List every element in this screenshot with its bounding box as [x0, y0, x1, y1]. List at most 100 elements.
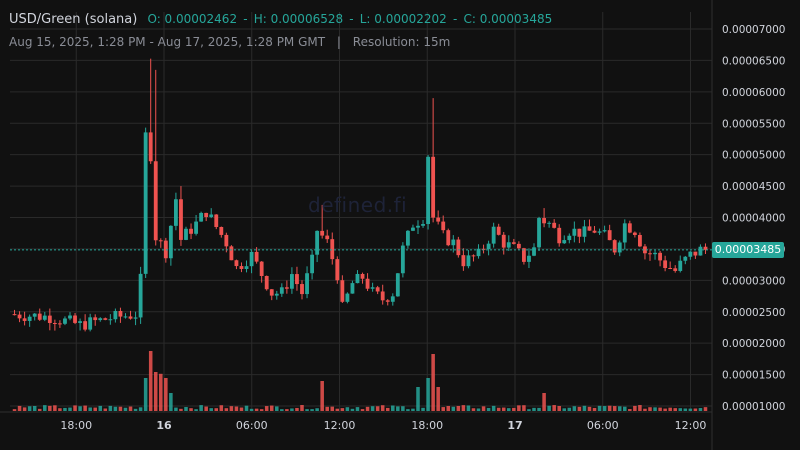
candle-body — [385, 300, 390, 302]
volume-bar — [224, 408, 229, 411]
candle-body — [693, 251, 698, 256]
candle-body — [557, 227, 562, 244]
volume-bar — [118, 406, 123, 411]
candle-body — [456, 239, 461, 256]
date-range: Aug 15, 2025, 1:28 PM - Aug 17, 2025, 1:… — [9, 35, 326, 49]
candle-body — [300, 284, 304, 295]
candle-body — [441, 221, 446, 231]
candle-body — [521, 248, 526, 262]
candle-body — [592, 230, 597, 233]
volume-bar — [380, 405, 385, 411]
candle-body — [552, 222, 557, 228]
volume-bar — [401, 406, 405, 411]
volume-bar — [648, 407, 652, 411]
candle-body — [481, 248, 486, 250]
candle-body — [274, 293, 279, 296]
volume-bar — [426, 378, 430, 411]
volume-bar — [345, 407, 350, 411]
divider: | — [336, 35, 341, 49]
candle-body — [501, 234, 506, 248]
volume-bar — [703, 407, 708, 411]
volume-bar — [612, 406, 617, 411]
price-axis[interactable]: 0.00007000 0.00006500 0.00006000 0.00005500… — [722, 24, 785, 413]
x-tick-label: 18:00 — [60, 419, 92, 432]
candle-body — [27, 316, 32, 321]
candle-body — [643, 246, 647, 254]
candle-body — [375, 287, 380, 292]
ohlc-high: H: 0.00006528 — [253, 12, 344, 26]
volume-bar — [557, 406, 561, 411]
candle-body — [486, 243, 491, 250]
volume-bar — [456, 405, 461, 411]
volume-bar — [68, 407, 72, 411]
volume-bar — [481, 406, 486, 411]
candle-body — [400, 245, 405, 274]
candle-body — [88, 317, 93, 330]
volume-bar — [93, 407, 97, 411]
volume-bar — [280, 409, 284, 411]
volume-bar — [517, 405, 521, 411]
volume-bar — [633, 405, 637, 411]
candle-body — [355, 273, 360, 284]
volume-bar — [295, 407, 299, 411]
volume-bar — [355, 407, 360, 411]
candle-body — [194, 221, 199, 234]
volume-bar — [73, 405, 77, 411]
ohlc-open: O: 0.00002462 — [147, 12, 238, 26]
volume-bar — [194, 409, 198, 411]
candle-body — [537, 218, 541, 248]
volume-bar — [133, 408, 138, 411]
volume-bar — [522, 405, 526, 411]
candle-body — [184, 228, 188, 240]
y-tick-label: 0.00003000 — [722, 275, 785, 287]
volume-bar — [628, 409, 632, 411]
volume-bar — [375, 406, 380, 411]
volume-bar — [148, 351, 153, 411]
candle-body — [370, 287, 375, 289]
volume-bar — [527, 409, 531, 411]
candle-body — [466, 255, 471, 267]
resolution-label[interactable]: Resolution: 15m — [352, 35, 451, 49]
volume-bar — [446, 406, 451, 411]
candle-body — [698, 246, 703, 256]
volume-bar — [496, 407, 501, 411]
candle-body — [295, 274, 299, 285]
volume-bar — [143, 378, 148, 411]
candle-body — [461, 255, 466, 267]
volume-bar — [48, 405, 52, 411]
volume-bar — [421, 407, 425, 411]
watermark: defined.fi — [308, 193, 408, 217]
candle-body — [47, 315, 52, 323]
candle-body — [451, 239, 456, 246]
time-axis[interactable]: 18:00 16 06:00 12:00 18:00 17 06:00 12:00 — [60, 419, 706, 432]
candle-body — [12, 314, 17, 316]
candle-body — [668, 268, 673, 270]
candle-body — [103, 318, 108, 320]
volume-bar — [98, 405, 103, 411]
volume-bar — [396, 406, 400, 411]
volume-bar — [370, 406, 375, 411]
candle-body — [158, 240, 163, 242]
candle-body — [511, 242, 516, 244]
volume-bar — [653, 407, 657, 411]
candle-body — [93, 317, 98, 321]
volume-bar — [360, 409, 365, 411]
volume-bar — [340, 408, 345, 411]
volume-bar — [108, 405, 113, 411]
volume-bar — [239, 407, 244, 411]
y-tick-label: 0.00002500 — [722, 307, 785, 319]
candle-body — [214, 214, 219, 228]
candle-body — [607, 230, 612, 241]
volume-bar — [507, 408, 511, 411]
candle-body — [244, 266, 249, 269]
candle-body — [632, 232, 637, 235]
candle-body — [446, 230, 451, 246]
volume-bar — [17, 405, 22, 411]
candle-body — [506, 242, 511, 248]
x-tick-label: 16 — [156, 419, 172, 432]
candle-body — [335, 259, 340, 281]
volume-bar — [27, 406, 32, 411]
candle-body — [219, 227, 224, 235]
